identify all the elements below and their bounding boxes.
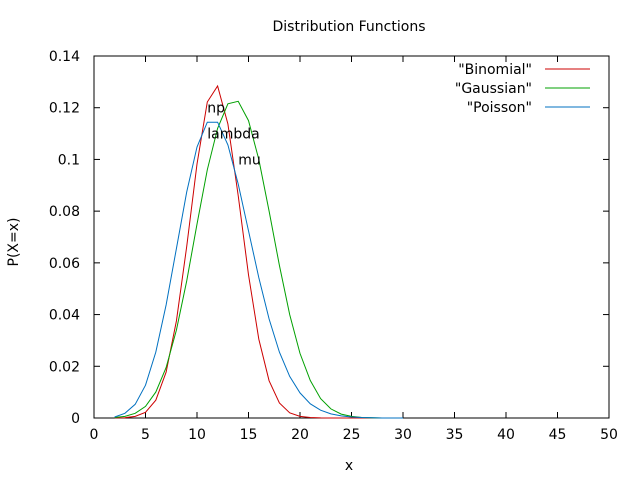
x-axis-ticks: 0 5 10 15 20 25 30 35 40 45 50: [90, 56, 618, 443]
y-tick-label: 0.14: [49, 49, 80, 65]
series-line: [114, 100, 403, 419]
y-axis-label: P(X=x): [6, 218, 22, 267]
legend-label: "Poisson": [467, 100, 532, 116]
y-tick-label: 0.1: [58, 152, 80, 168]
legend-label: "Binomial": [458, 62, 532, 78]
chart-title: Distribution Functions: [273, 19, 426, 35]
x-tick-label: 35: [446, 427, 464, 443]
y-tick-label: 0.08: [49, 204, 80, 220]
x-axis-label: x: [345, 458, 353, 474]
annotation-label: lambda: [207, 127, 259, 143]
x-tick-label: 0: [90, 427, 99, 443]
legend: "Binomial" "Gaussian" "Poisson": [455, 62, 590, 116]
y-tick-label: 0.12: [49, 101, 80, 117]
x-tick-label: 40: [497, 427, 515, 443]
y-axis-ticks: 0 0.02 0.04 0.06 0.08 0.1 0.12 0.14: [49, 49, 609, 427]
y-tick-label: 0.06: [49, 256, 80, 272]
x-tick-label: 20: [291, 427, 309, 443]
y-tick-label: 0.04: [49, 308, 80, 324]
series-line: [114, 121, 403, 419]
legend-label: "Gaussian": [455, 81, 532, 97]
x-tick-label: 15: [240, 427, 258, 443]
annotation-label: mu: [238, 152, 261, 168]
x-tick-label: 25: [343, 427, 361, 443]
x-tick-label: 30: [394, 427, 412, 443]
series-line: [114, 84, 403, 419]
x-tick-label: 5: [141, 427, 150, 443]
annotation-label: np: [207, 101, 225, 117]
x-tick-label: 50: [600, 427, 618, 443]
x-tick-label: 45: [549, 427, 567, 443]
x-tick-label: 10: [188, 427, 206, 443]
y-tick-label: 0.02: [49, 359, 80, 375]
y-tick-label: 0: [71, 411, 80, 427]
series-layer: [114, 84, 403, 419]
annotations: np lambda mu: [207, 101, 260, 169]
